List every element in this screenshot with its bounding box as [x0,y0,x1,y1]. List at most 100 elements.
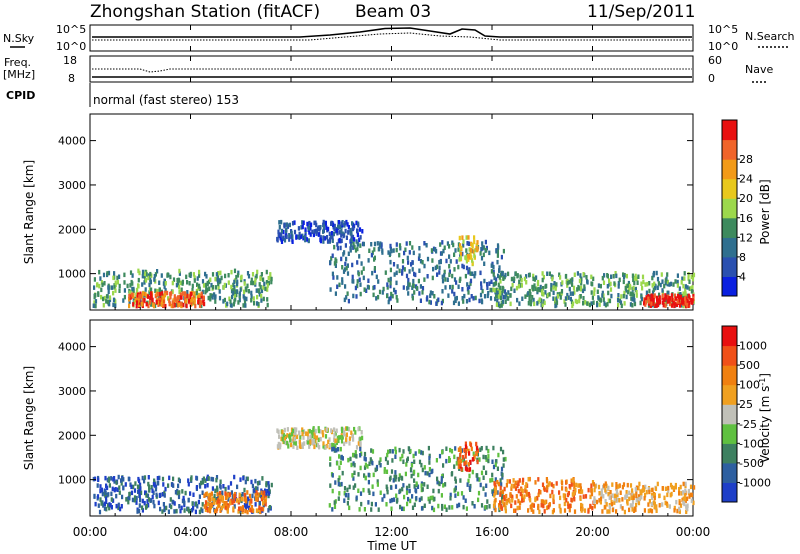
power-data-cell [431,275,434,281]
power-data-cell [162,303,165,308]
velocity-data-cell [383,469,386,474]
power-data-cell [107,289,110,294]
velocity-data-cell [312,427,315,432]
power-data-cell [586,301,589,306]
power-data-cell [676,279,679,285]
velocity-data-cell [352,485,355,490]
power-data-cell [525,274,528,279]
power-data-cell [277,229,280,235]
power-data-cell [293,220,296,225]
velocity-data-cell [211,486,214,491]
velocity-data-cell [464,450,467,455]
power-data-cell [435,301,438,306]
power-data-cell [252,280,255,286]
velocity-data-cell [491,477,494,483]
power-data-cell [343,297,346,303]
velocity-data-cell [287,444,290,449]
power-data-cell [688,279,691,284]
velocity-data-cell [144,505,148,510]
velocity-data-cell [125,497,128,502]
velocity-colorbar-swatch [722,404,737,425]
power-data-cell [345,219,348,225]
power-data-cell [250,294,253,299]
velocity-data-cell [444,482,447,487]
velocity-data-cell [204,500,208,505]
power-data-cell [619,300,623,305]
power-data-cell [389,267,392,273]
velocity-data-cell [455,461,458,466]
velocity-data-cell [264,502,267,507]
power-data-cell [298,235,301,240]
velocity-data-cell [350,430,353,435]
power-data-cell [313,220,316,226]
power-data-cell [548,271,551,276]
power-data-cell [537,279,540,285]
velocity-data-cell [262,501,265,506]
power-data-cell [423,241,426,246]
velocity-data-cell [279,442,282,447]
power-data-cell [598,302,601,307]
power-data-cell [645,295,648,300]
power-data-cell [411,267,414,272]
velocity-data-cell [655,508,658,513]
velocity-data-cell [426,484,429,489]
nave-trace [92,68,692,73]
power-data-cell [315,231,318,236]
power-data-cell [608,282,611,287]
velocity-data-cell [689,484,693,490]
power-data-cell [495,277,498,282]
power-data-cell [209,277,212,282]
velocity-data-cell [207,496,210,501]
velocity-data-cell [366,464,369,469]
power-data-cell [144,291,147,297]
velocity-data-cell [329,462,332,467]
noise-left-tick-top: 10^5 [56,23,86,36]
velocity-data-cell [385,484,388,489]
power-data-cell [351,221,354,226]
velocity-data-cell [621,497,624,502]
power-data-cell [333,261,336,266]
velocity-data-cell [590,491,594,497]
velocity-data-cell [121,494,124,500]
velocity-data-cell [592,482,595,487]
power-data-cell [661,279,664,284]
power-data-cell [100,280,103,285]
power-data-cell [114,282,117,288]
velocity-data-cell [538,509,541,515]
velocity-data-cell [517,498,520,504]
velocity-data-cell [157,480,160,486]
power-data-cell [607,290,610,296]
velocity-data-cell [465,460,468,465]
velocity-data-cell [480,446,483,451]
velocity-data-cell [615,509,618,514]
power-data-cell [622,279,625,285]
power-data-cell [457,247,460,252]
power-data-cell [112,297,116,303]
velocity-data-cell [100,501,103,506]
power-data-cell [684,291,687,296]
power-data-cell [670,303,674,308]
velocity-data-cell [332,446,335,452]
velocity-data-cell [339,482,342,487]
velocity-data-cell [394,454,397,459]
velocity-data-cell [390,506,393,511]
velocity-data-cell [496,466,499,471]
velocity-data-cell [127,499,130,505]
velocity-data-cell [397,477,400,482]
power-data-cell [597,295,600,300]
power-data-cell [258,282,261,287]
power-data-cell [94,299,98,304]
velocity-data-cell [339,435,342,440]
power-data-cell [141,269,145,275]
power-data-cell [306,221,309,227]
power-data-cell [149,295,152,301]
velocity-data-cell [484,455,487,460]
velocity-data-cell [126,496,129,502]
power-data-cell [641,274,645,280]
power-data-cell [136,300,139,305]
power-data-cell [331,253,334,258]
power-data-cell [101,282,104,287]
power-data-cell [222,285,225,290]
power-data-cell [178,271,181,276]
